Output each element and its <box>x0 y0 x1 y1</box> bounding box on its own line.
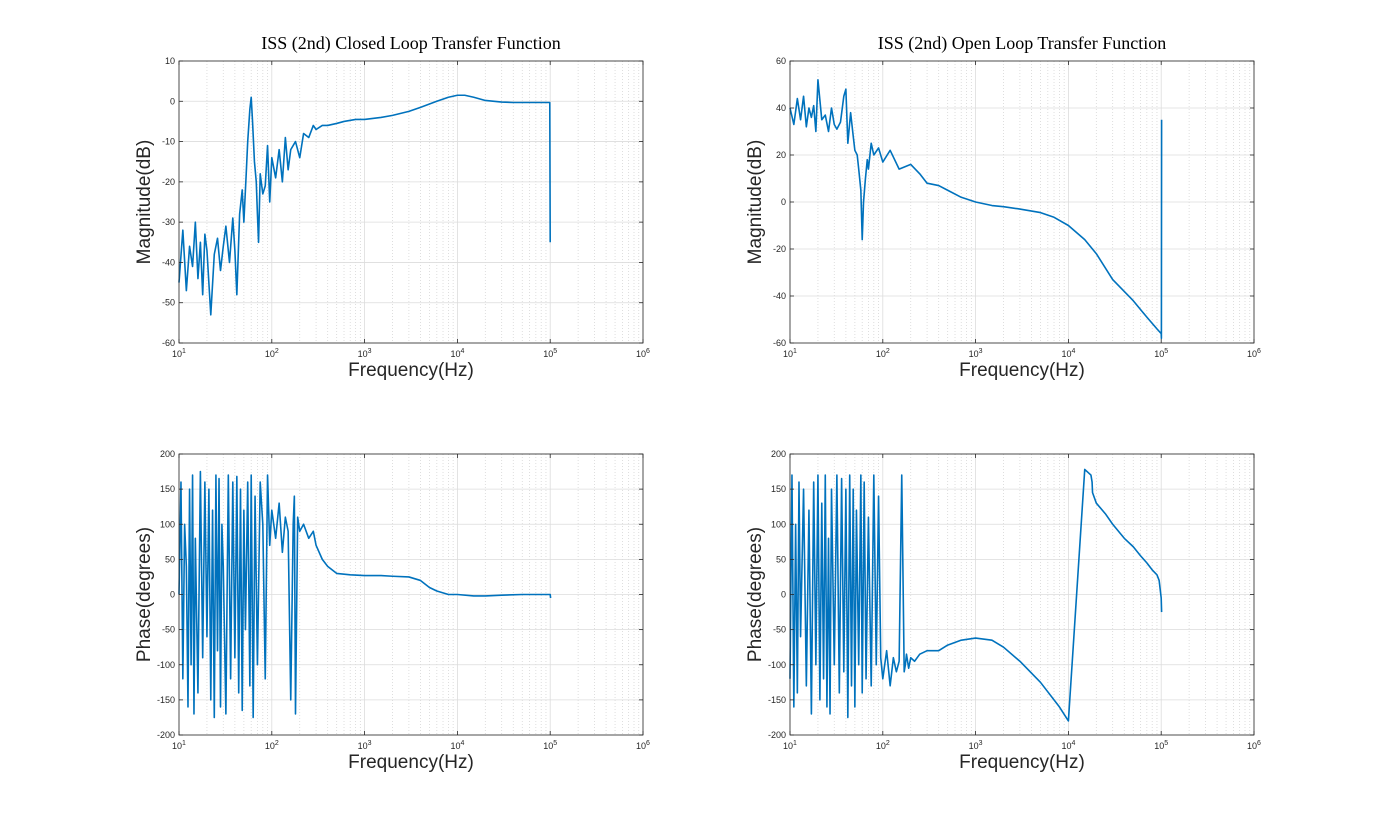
x-tick-label: 106 <box>636 740 650 751</box>
y-tick-label: -50 <box>773 625 786 635</box>
chart-title: ISS (2nd) Closed Loop Transfer Function <box>261 33 561 54</box>
y-tick-label: -40 <box>162 257 175 267</box>
x-axis-label: Frequency(Hz) <box>959 752 1085 773</box>
x-tick-label: 105 <box>543 740 557 751</box>
y-tick-label: -200 <box>768 730 786 740</box>
y-axis-label: Phase(degrees) <box>134 527 155 662</box>
x-tick-label: 103 <box>969 348 983 359</box>
series-line <box>178 94 552 316</box>
chart-cl-mag: -60 -50 -40 -30 -20 -10 0 10 101 102 103 104 105 106 I… <box>134 33 650 381</box>
y-tick-label: -100 <box>768 660 786 670</box>
y-tick-label: -50 <box>162 625 175 635</box>
y-tick-label: -30 <box>162 217 175 227</box>
y-tick-label: 50 <box>776 554 786 564</box>
x-tick-label: 101 <box>783 348 797 359</box>
x-tick-label: 104 <box>1061 348 1075 359</box>
chart-title: ISS (2nd) Open Loop Transfer Function <box>878 33 1167 54</box>
axes-box <box>178 60 644 344</box>
y-tick-label: 100 <box>160 519 175 529</box>
x-tick-label: 105 <box>1154 740 1168 751</box>
x-tick-label: 104 <box>450 348 464 359</box>
y-tick-label: 0 <box>781 197 786 207</box>
y-tick-label: 20 <box>776 150 786 160</box>
chart-ol-phase: -200 -150 -100 -50 0 50 100 150 200 101 102 103 104 1… <box>745 449 1261 773</box>
y-axis-label: Magnitude(dB) <box>745 140 766 265</box>
y-tick-label: -150 <box>157 695 175 705</box>
x-tick-label: 102 <box>265 348 279 359</box>
x-tick-label: 102 <box>265 740 279 751</box>
y-tick-label: 100 <box>771 519 786 529</box>
series-line <box>789 468 1163 722</box>
y-tick-label: 50 <box>165 554 175 564</box>
y-tick-label: -60 <box>773 338 786 348</box>
y-tick-label: -150 <box>768 695 786 705</box>
y-tick-label: 40 <box>776 103 786 113</box>
y-tick-label: 60 <box>776 56 786 66</box>
x-tick-label: 106 <box>1247 740 1261 751</box>
x-tick-label: 102 <box>876 348 890 359</box>
y-axis-label: Phase(degrees) <box>745 527 766 662</box>
grid <box>178 60 644 344</box>
y-axis-label: Magnitude(dB) <box>134 140 155 265</box>
y-tick-label: -100 <box>157 660 175 670</box>
y-tick-label: 150 <box>771 484 786 494</box>
x-tick-label: 104 <box>1061 740 1075 751</box>
x-tick-label: 106 <box>636 348 650 359</box>
x-tick-label: 102 <box>876 740 890 751</box>
y-tick-label: 150 <box>160 484 175 494</box>
y-tick-label: 0 <box>170 590 175 600</box>
y-tick-label: 0 <box>170 96 175 106</box>
x-tick-label: 101 <box>172 348 186 359</box>
x-tick-label: 103 <box>969 740 983 751</box>
grid <box>789 60 1255 344</box>
x-tick-label: 104 <box>450 740 464 751</box>
x-tick-label: 101 <box>783 740 797 751</box>
x-tick-label: 103 <box>358 348 372 359</box>
chart-ol-mag: -60 -40 -20 0 20 40 60 101 102 103 104 105 106 ISS (2… <box>745 33 1261 381</box>
y-tick-label: -20 <box>162 177 175 187</box>
x-tick-label: 103 <box>358 740 372 751</box>
y-tick-label: -10 <box>162 137 175 147</box>
y-tick-label: -40 <box>773 291 786 301</box>
x-tick-label: 101 <box>172 740 186 751</box>
chart-cl-phase: -200 -150 -100 -50 0 50 100 150 200 101 102 103 104 1… <box>134 449 650 773</box>
x-tick-label: 106 <box>1247 348 1261 359</box>
series-line <box>789 79 1163 340</box>
series-line <box>178 470 552 719</box>
y-tick-label: -200 <box>157 730 175 740</box>
y-tick-label: -60 <box>162 338 175 348</box>
y-tick-label: -50 <box>162 298 175 308</box>
y-tick-label: 200 <box>160 449 175 459</box>
y-tick-label: 0 <box>781 590 786 600</box>
y-tick-label: 200 <box>771 449 786 459</box>
plot-area <box>179 61 643 343</box>
x-tick-label: 105 <box>543 348 557 359</box>
x-axis-label: Frequency(Hz) <box>348 360 474 381</box>
x-axis-label: Frequency(Hz) <box>959 360 1085 381</box>
y-tick-label: 10 <box>165 56 175 66</box>
x-axis-label: Frequency(Hz) <box>348 752 474 773</box>
x-tick-label: 105 <box>1154 348 1168 359</box>
y-tick-label: -20 <box>773 244 786 254</box>
